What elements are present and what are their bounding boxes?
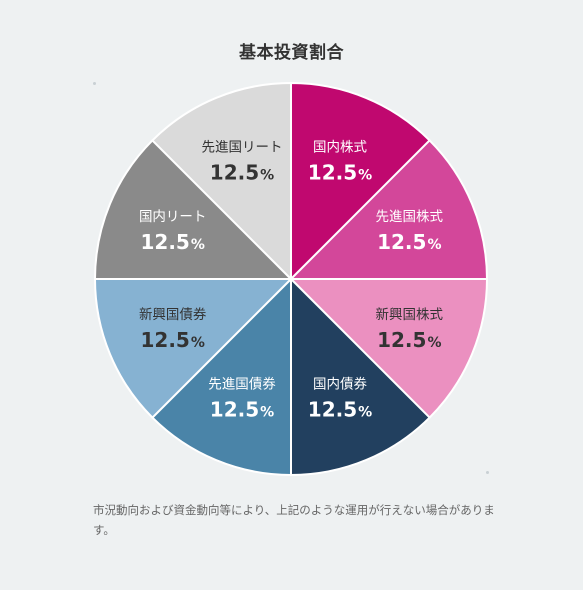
slice-value-unit: % bbox=[191, 335, 205, 351]
slice-value-unit: % bbox=[427, 335, 441, 351]
slice-value-number: 12.5 bbox=[141, 230, 190, 254]
slice-value-unit: % bbox=[358, 168, 372, 184]
slice-value-number: 12.5 bbox=[210, 161, 259, 185]
slice-value-label: 12.5% bbox=[308, 161, 372, 185]
footnote: 市況動向および資金動向等により、上記のような運用が行えない場合があります。 bbox=[93, 503, 495, 537]
pie-slice bbox=[290, 81, 432, 282]
slice-value-label: 12.5% bbox=[141, 230, 205, 254]
slice-value-unit: % bbox=[191, 237, 205, 253]
slice-value-label: 12.5% bbox=[308, 397, 372, 421]
slice-value-label: 12.5% bbox=[210, 161, 274, 185]
slice-value-label: 12.5% bbox=[210, 397, 274, 421]
slice-value-unit: % bbox=[260, 168, 274, 184]
pie-slices bbox=[93, 81, 489, 477]
slice-value-number: 12.5 bbox=[377, 328, 426, 352]
decorative-dot bbox=[486, 471, 489, 474]
slice-label: 国内リート bbox=[139, 209, 207, 225]
chart-title: 基本投資割合 bbox=[239, 43, 344, 63]
slice-label: 先進国株式 bbox=[376, 209, 444, 225]
slice-value-unit: % bbox=[427, 237, 441, 253]
slice-value-number: 12.5 bbox=[308, 397, 357, 421]
pie-slice bbox=[288, 278, 489, 420]
slice-label: 国内株式 bbox=[313, 140, 367, 156]
pie-slice bbox=[93, 138, 294, 280]
slice-label: 先進国リート bbox=[202, 140, 283, 156]
decorative-dot bbox=[93, 82, 96, 85]
slice-value-number: 12.5 bbox=[308, 161, 357, 185]
slice-value-unit: % bbox=[260, 404, 274, 420]
pie-slice bbox=[290, 276, 432, 477]
slice-label: 新興国債券 bbox=[139, 307, 207, 323]
slice-label: 先進国債券 bbox=[208, 376, 276, 392]
slice-label: 新興国株式 bbox=[376, 307, 444, 323]
slice-value-number: 12.5 bbox=[377, 230, 426, 254]
pie-labels: 国内株式 12.5% 先進国株式 12.5% 新興国株式 12.5% 国内債券 12.5% 先進… bbox=[139, 140, 444, 422]
pie-slice bbox=[150, 81, 292, 282]
slice-label: 国内債券 bbox=[313, 376, 367, 392]
pie-slice bbox=[150, 276, 292, 477]
pie-slice bbox=[288, 138, 489, 280]
slice-value-label: 12.5% bbox=[377, 328, 441, 352]
slice-value-number: 12.5 bbox=[210, 397, 259, 421]
pie-slice bbox=[93, 278, 294, 420]
slice-value-unit: % bbox=[358, 404, 372, 420]
slice-value-label: 12.5% bbox=[141, 328, 205, 352]
slice-value-number: 12.5 bbox=[141, 328, 190, 352]
slice-value-label: 12.5% bbox=[377, 230, 441, 254]
